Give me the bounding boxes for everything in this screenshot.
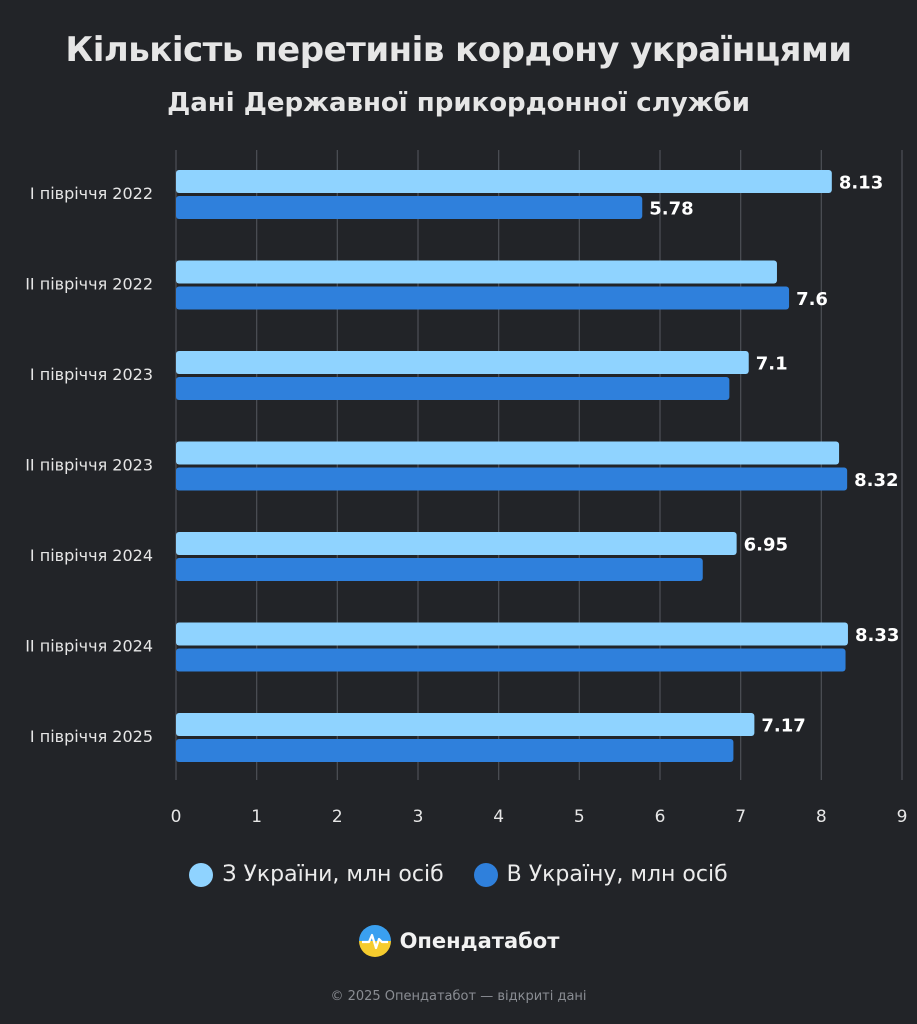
x-tick-label: 6 [655,807,666,827]
data-label: 8.33 [855,625,899,646]
bar [176,467,848,491]
data-label: 7.6 [796,289,828,310]
bar [176,286,790,310]
category-label: II півріччя 2023 [25,456,153,475]
bar [176,622,848,646]
bar [176,558,703,581]
data-label: 8.13 [839,173,883,194]
bar [176,170,832,193]
x-tick-label: 5 [574,807,585,827]
x-tick-label: 3 [413,807,424,827]
data-label: 5.78 [649,199,693,220]
category-label: II півріччя 2022 [25,275,153,294]
bar [176,713,755,736]
category-label: I півріччя 2022 [30,184,153,203]
x-tick-label: 1 [251,807,262,827]
bar [176,260,777,284]
bar [176,441,840,465]
chart-title: Кількість перетинів кордону українцями [65,30,852,70]
bar [176,377,730,400]
bar [176,648,846,672]
category-label: I півріччя 2024 [30,546,153,565]
footer-copyright: © 2025 Опендатабот — відкриті дані [330,989,587,1004]
brand: Опендатабот [0,924,917,958]
sun-logo-icon [358,925,391,957]
legend-item-from-ukraine: З України, млн осіб [189,862,444,887]
bar [176,739,734,762]
x-tick-label: 4 [493,807,504,827]
data-label: 7.17 [761,716,805,737]
category-label: I півріччя 2023 [30,365,153,384]
x-tick-label: 9 [897,807,908,827]
legend-item-to-ukraine: В Україну, млн осіб [473,862,728,887]
data-label: 7.1 [756,354,788,375]
x-tick-label: 2 [332,807,343,827]
bar [176,196,643,219]
bar [176,351,749,374]
bar-chart: 0 1 2 3 4 5 6 7 8 9 I півріччя 2022 8.13 5.78 II півр… [25,150,908,827]
category-label: I півріччя 2025 [30,727,153,746]
legend-label-from-ukraine: З України, млн осіб [222,862,444,887]
data-label: 6.95 [744,535,788,556]
x-tick-label: 0 [171,807,182,827]
data-label: 8.32 [854,470,898,491]
legend-label-to-ukraine: В Україну, млн осіб [506,862,728,887]
category-label: II півріччя 2024 [25,637,153,656]
x-tick-label: 7 [735,807,746,827]
legend-swatch-from-ukraine [189,862,214,887]
legend-swatch-to-ukraine [473,862,498,887]
brand-name: Опендатабот [399,929,560,953]
chart-legend: З України, млн осіб В Україну, млн осіб [0,862,917,887]
chart-subtitle: Дані Державної прикордонної служби [167,88,750,118]
bar [176,532,737,555]
x-tick-label: 8 [816,807,827,827]
